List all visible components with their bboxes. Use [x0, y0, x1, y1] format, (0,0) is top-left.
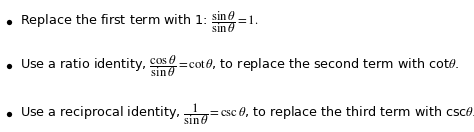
Text: Use a ratio identity, $\dfrac{\cosθ}{\sinθ} = \cotθ$, to replace the second term: Use a ratio identity, $\dfrac{\cosθ}{\si… — [20, 53, 459, 79]
Text: Use a reciprocal identity, $\dfrac{1}{\sinθ} = \cscθ$, to replace the third term: Use a reciprocal identity, $\dfrac{1}{\s… — [20, 101, 474, 126]
Text: Replace the first term with 1: $\dfrac{\sinθ}{\sinθ} = 1.$: Replace the first term with 1: $\dfrac{\… — [20, 10, 258, 35]
